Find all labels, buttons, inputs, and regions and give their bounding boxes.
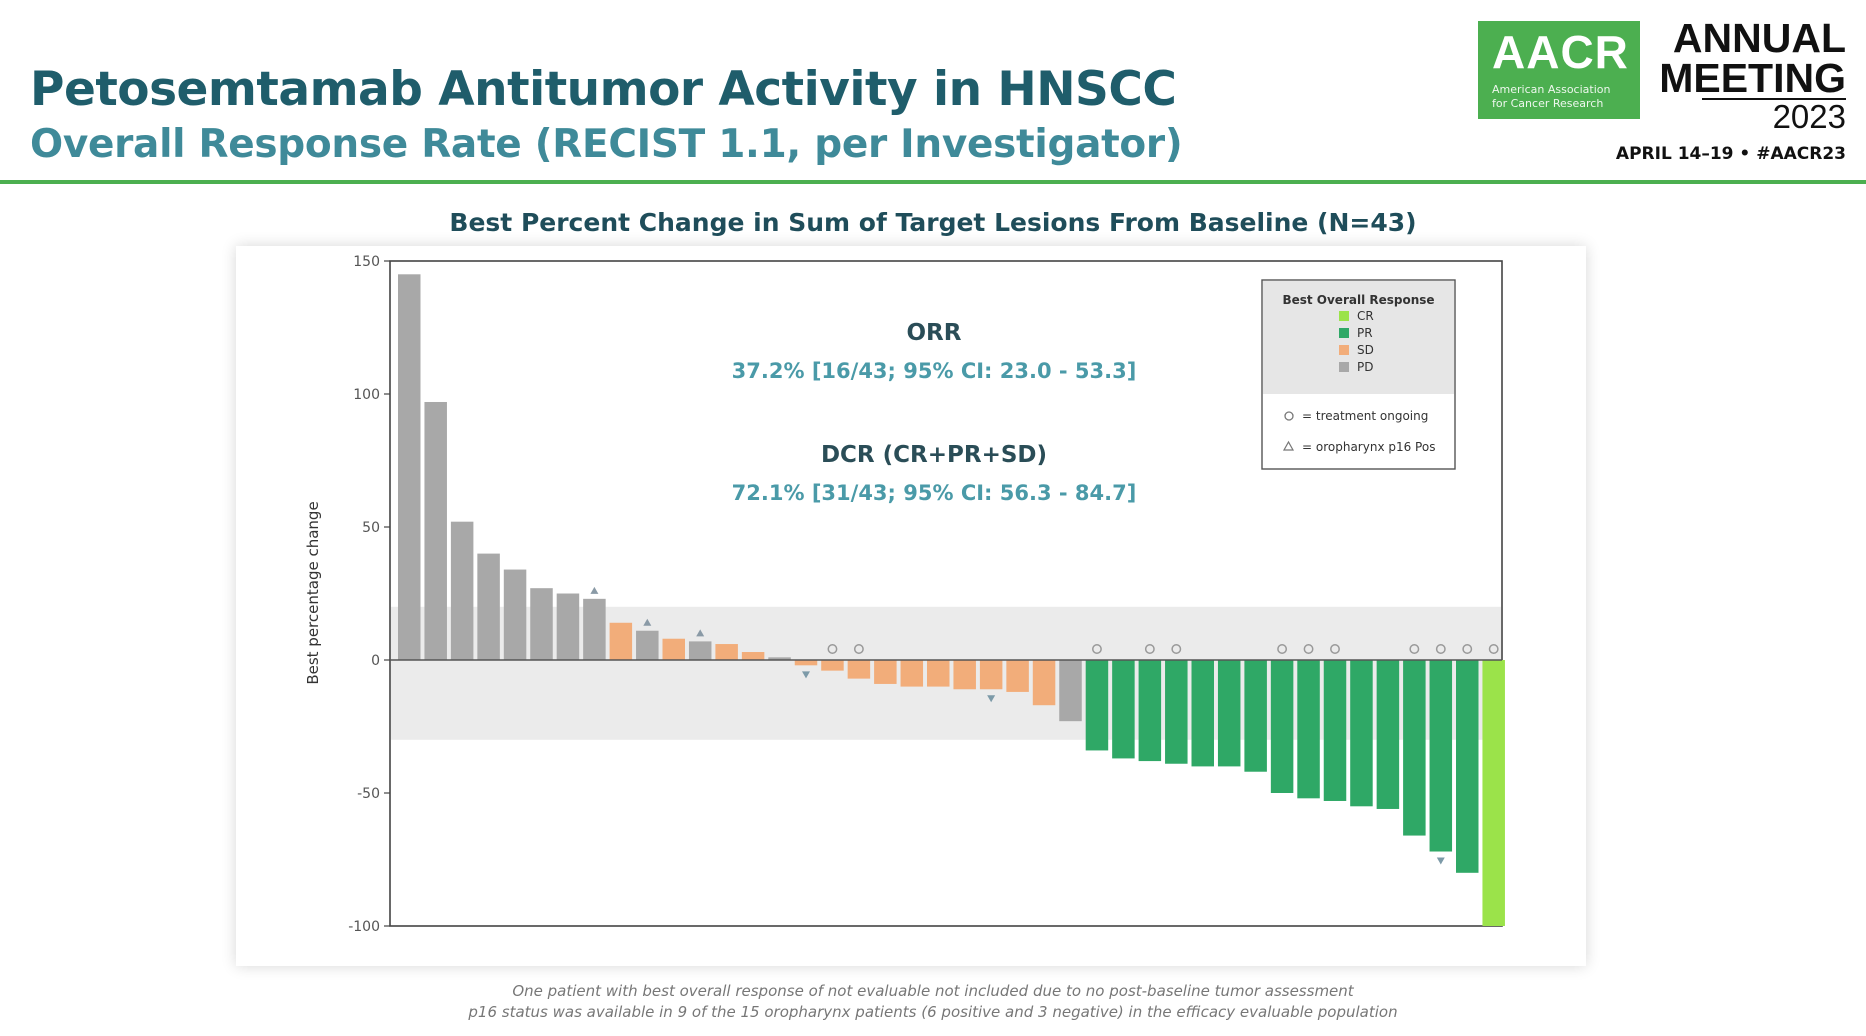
- bar: [424, 402, 447, 660]
- bar: [953, 660, 976, 689]
- bar: [1244, 660, 1267, 772]
- bar: [1059, 660, 1082, 721]
- bar: [1218, 660, 1241, 766]
- bar: [663, 639, 686, 660]
- legend-item-label: SD: [1357, 343, 1374, 357]
- y-tick-label: 50: [362, 520, 380, 536]
- bar: [636, 631, 659, 660]
- bar: [901, 660, 924, 687]
- orr-value: 37.2% [16/43; 95% CI: 23.0 - 53.3]: [732, 359, 1137, 383]
- bar: [1033, 660, 1056, 705]
- y-tick-label: 100: [353, 387, 380, 403]
- bar: [557, 594, 580, 661]
- legend-swatch: [1339, 328, 1349, 338]
- bar: [451, 522, 474, 660]
- bar: [715, 644, 738, 660]
- bar: [1350, 660, 1373, 806]
- bar: [610, 623, 633, 660]
- orr-label: ORR: [907, 320, 962, 346]
- bar: [398, 274, 421, 660]
- dcr-value: 72.1% [31/43; 95% CI: 56.3 - 84.7]: [732, 481, 1137, 505]
- bar: [1006, 660, 1029, 692]
- y-tick-label: -50: [357, 786, 380, 802]
- legend-note-ongoing: = treatment ongoing: [1302, 409, 1428, 423]
- footnote-1: One patient with best overall response o…: [0, 982, 1866, 1000]
- footnote-2: p16 status was available in 9 of the 15 …: [0, 1003, 1866, 1021]
- y-tick-label: 0: [371, 653, 380, 669]
- bar: [1139, 660, 1162, 761]
- legend-item-label: CR: [1357, 309, 1374, 323]
- bar: [1403, 660, 1426, 836]
- y-tick-label: -100: [348, 919, 380, 935]
- bar: [821, 660, 844, 671]
- bar: [1192, 660, 1215, 766]
- bar: [504, 570, 527, 660]
- dcr-label: DCR (CR+PR+SD): [821, 442, 1047, 468]
- legend-item-label: PD: [1357, 360, 1373, 374]
- bar: [1086, 660, 1109, 750]
- bar: [980, 660, 1003, 689]
- legend-swatch: [1339, 345, 1349, 355]
- bar: [1377, 660, 1400, 809]
- bar: [874, 660, 897, 684]
- bar: [1165, 660, 1188, 764]
- bar: [1112, 660, 1135, 758]
- legend-title: Best Overall Response: [1282, 293, 1434, 307]
- bar: [1324, 660, 1347, 801]
- bar: [742, 652, 765, 660]
- legend-swatch: [1339, 362, 1349, 372]
- legend-item-label: PR: [1357, 326, 1373, 340]
- bar: [1430, 660, 1453, 852]
- bar: [477, 554, 500, 660]
- bar: [848, 660, 871, 679]
- bar: [1297, 660, 1320, 798]
- bar: [583, 599, 606, 660]
- bar: [689, 641, 712, 660]
- y-axis-label: Best percentage change: [304, 501, 322, 684]
- bar: [1271, 660, 1294, 793]
- bar: [1482, 660, 1505, 926]
- bar: [1456, 660, 1479, 873]
- legend-note-p16: = oropharynx p16 Pos: [1302, 440, 1435, 454]
- legend-swatch: [1339, 311, 1349, 321]
- y-tick-label: 150: [353, 254, 380, 270]
- bar: [530, 588, 553, 660]
- bar: [927, 660, 950, 687]
